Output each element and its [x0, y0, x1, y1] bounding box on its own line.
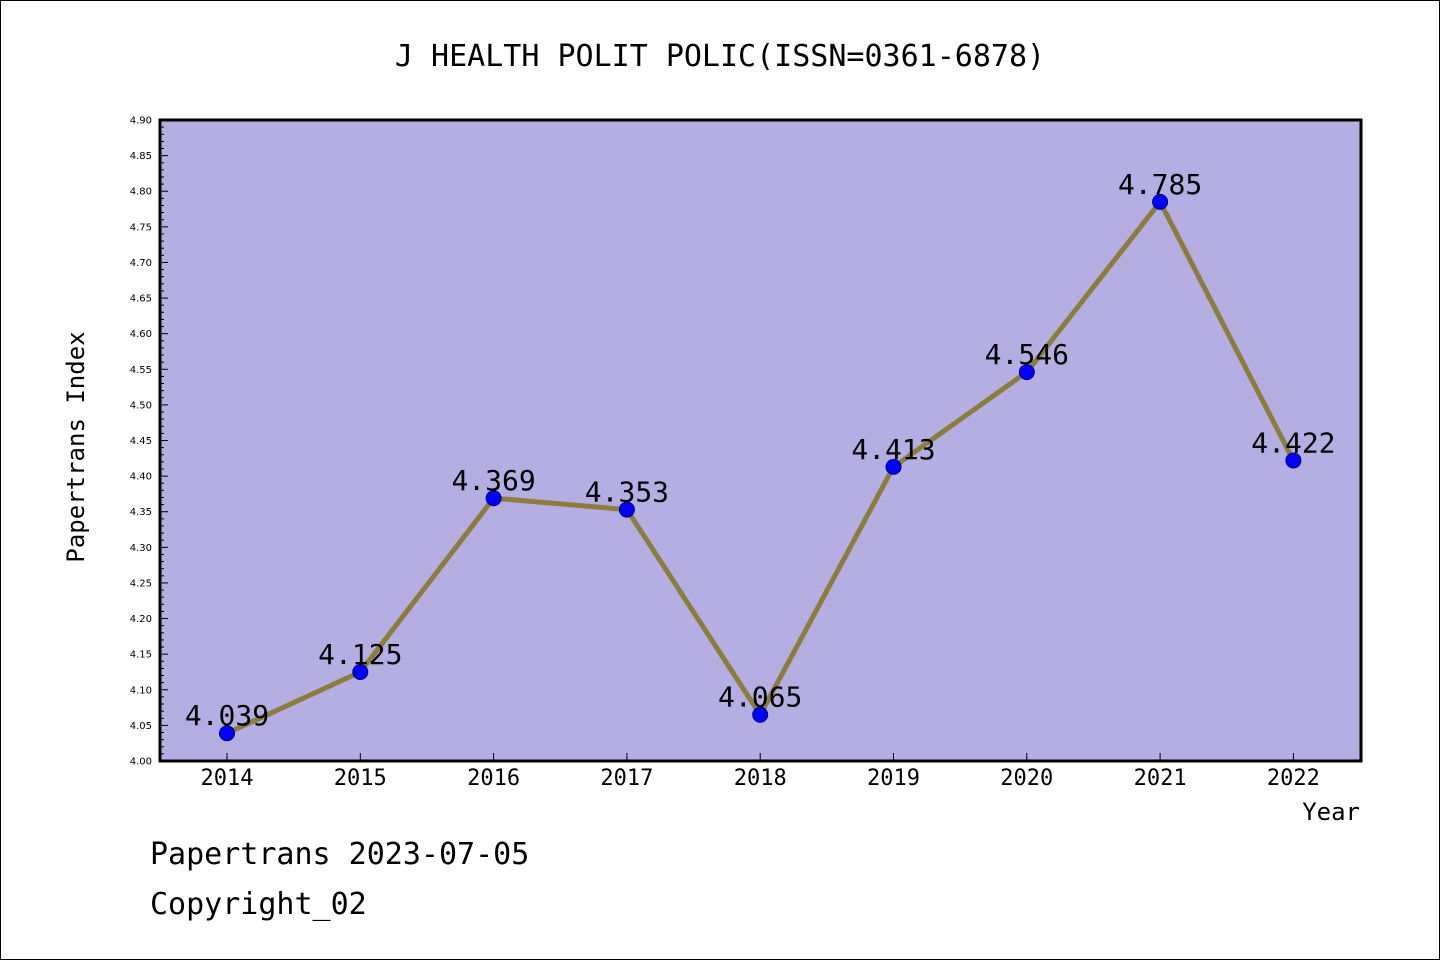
data-labels: 4.039 4.125 4.369 4.353 4.065 4.413 4.546 4.785…	[185, 168, 1336, 732]
data-point	[1285, 452, 1302, 469]
y-tick-label: 4.65	[130, 294, 152, 305]
data-label: 4.125	[318, 638, 402, 671]
data-label: 4.039	[185, 699, 269, 732]
y-axis-ticks: 4.00 4.05 4.10 4.15 4.20 4.25 4.30 4.35 4.40 4.45…	[130, 116, 168, 768]
x-tick-label: 2015	[334, 766, 387, 791]
footer-date: Papertrans 2023-07-05	[150, 837, 529, 872]
data-point	[618, 501, 635, 518]
y-tick-label: 4.60	[130, 329, 152, 340]
data-label: 4.546	[985, 338, 1069, 371]
y-tick-label: 4.00	[130, 757, 152, 768]
y-tick-label: 4.10	[130, 685, 152, 696]
y-tick-label: 4.80	[130, 187, 152, 198]
y-tick-label: 4.70	[130, 258, 152, 269]
y-tick-label: 4.05	[130, 721, 152, 732]
x-tick-label: 2016	[467, 766, 520, 791]
x-tick-label: 2014	[201, 766, 254, 791]
x-tick-label: 2021	[1134, 766, 1187, 791]
y-tick-label: 4.30	[130, 543, 152, 554]
footer-copyright: Copyright_02	[150, 887, 367, 922]
y-tick-label: 4.15	[130, 650, 152, 661]
y-tick-label: 4.90	[130, 116, 152, 127]
x-axis-label: Year	[1302, 798, 1360, 826]
data-label: 4.353	[585, 476, 669, 509]
y-axis-label: Papertrans Index	[62, 331, 90, 562]
y-tick-label: 4.45	[130, 436, 152, 447]
data-point	[219, 725, 235, 742]
y-tick-label: 4.50	[130, 400, 152, 411]
data-point	[1152, 193, 1169, 210]
y-tick-label: 4.20	[130, 614, 152, 625]
y-tick-label: 4.25	[130, 578, 152, 589]
y-tick-label: 4.75	[130, 222, 152, 233]
data-label: 4.369	[451, 464, 535, 497]
data-point	[752, 706, 769, 723]
data-label: 4.422	[1251, 426, 1335, 459]
y-tick-label: 4.40	[130, 472, 152, 483]
x-axis-ticks: 2014 2015 2016 2017 2018 2019 2020 2021 2022	[201, 753, 1320, 791]
x-tick-label: 2020	[1000, 766, 1053, 791]
plot-border	[158, 118, 1363, 763]
data-point	[352, 663, 369, 680]
x-tick-label: 2018	[734, 766, 787, 791]
y-tick-label: 4.85	[130, 151, 152, 162]
x-tick-label: 2019	[867, 766, 920, 791]
x-tick-label: 2022	[1267, 766, 1320, 791]
chart-title: J HEALTH POLIT POLIC(ISSN=0361-6878)	[395, 39, 1045, 74]
data-point	[485, 490, 502, 507]
series-markers	[219, 193, 1302, 742]
x-tick-label: 2017	[600, 766, 653, 791]
data-label: 4.065	[718, 681, 802, 714]
data-point	[885, 458, 902, 475]
data-label: 4.413	[851, 433, 935, 466]
y-tick-label: 4.55	[130, 365, 152, 376]
plot-area	[160, 120, 1361, 761]
data-point	[1018, 364, 1035, 381]
y-tick-label: 4.35	[130, 507, 152, 518]
data-label: 4.785	[1118, 168, 1202, 201]
